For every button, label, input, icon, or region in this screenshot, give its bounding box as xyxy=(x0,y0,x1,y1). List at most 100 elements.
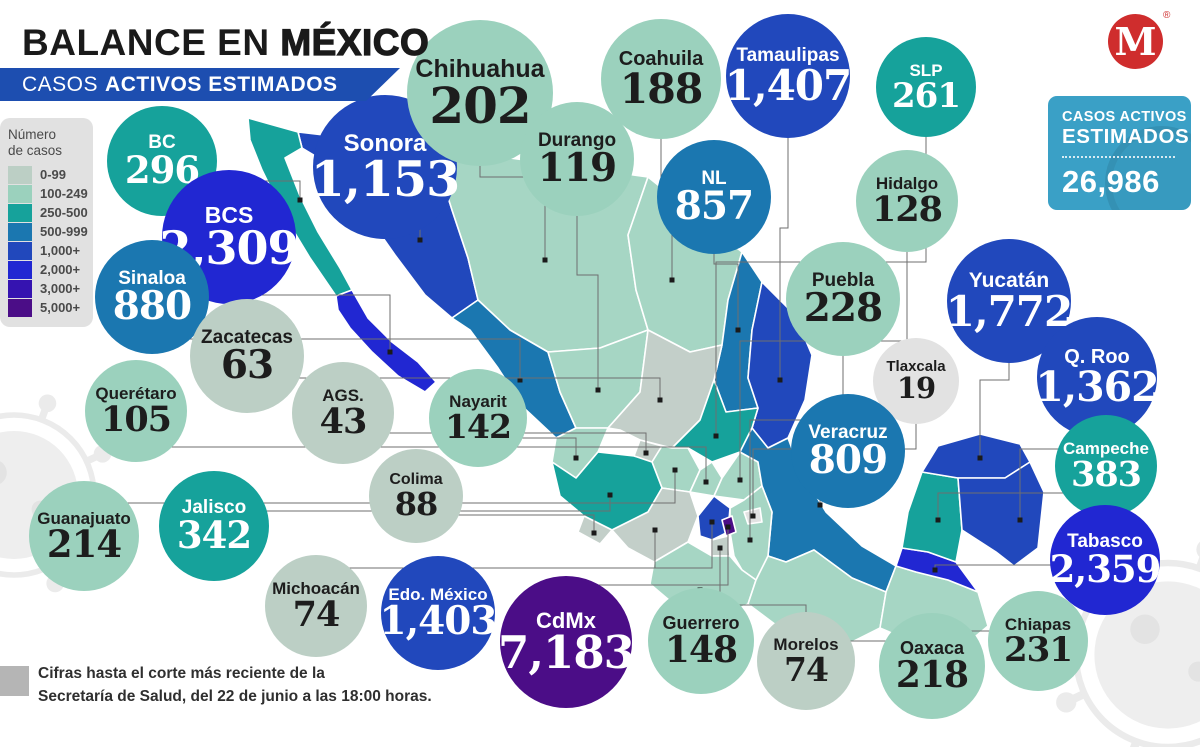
dotted-divider xyxy=(1062,156,1175,158)
bubble-circle xyxy=(95,240,209,354)
legend-label: 5,000+ xyxy=(40,300,81,315)
bubble-case-count: 202 xyxy=(429,76,531,136)
bubble-state-name: Guerrero xyxy=(662,613,740,634)
bubble-state-name: CdMx xyxy=(536,608,596,634)
state-bubble-chis: Chiapas 231 xyxy=(988,591,1088,691)
bubble-state-name: AGS. xyxy=(322,386,364,406)
bubble-state-name: Durango xyxy=(537,129,617,151)
total-box-line2: ESTIMADOS xyxy=(1062,125,1190,148)
state-bubble-oax: Oaxaca 218 xyxy=(879,613,985,719)
connector-dot-qro xyxy=(703,479,709,485)
bubble-case-count: 119 xyxy=(537,145,617,192)
bubble-state-name: NL xyxy=(701,167,727,189)
virus-watermark-icon xyxy=(1105,126,1191,210)
connector-dot-dgo xyxy=(595,387,601,393)
bubble-case-count: 1,362 xyxy=(1035,363,1159,412)
bubble-state-name: BCS xyxy=(204,202,254,229)
bubble-state-name: Q. Roo xyxy=(1064,346,1130,369)
bubble-state-name: Querétaro xyxy=(95,384,177,404)
state-bubble-col: Colima 88 xyxy=(369,449,463,543)
state-bubble-ags: AGS. 43 xyxy=(292,362,394,464)
milenio-logo-icon: M xyxy=(1108,14,1163,69)
bubble-case-count: 342 xyxy=(176,513,252,558)
connector-dot-chih xyxy=(542,257,548,263)
connector-dot-mich xyxy=(652,527,658,533)
bubble-circle xyxy=(876,37,976,137)
legend-item: 250-500 xyxy=(8,203,93,222)
legend-item: 2,000+ xyxy=(8,260,93,279)
bubble-state-name: SLP xyxy=(909,60,943,80)
map-state-qroo xyxy=(957,461,1045,567)
total-box-line1: CASOS ACTIVOS xyxy=(1062,109,1187,125)
bubble-circle xyxy=(988,591,1088,691)
state-bubble-mich: Michoacán 74 xyxy=(265,555,367,657)
connector-dot-tam xyxy=(777,377,783,383)
bubble-state-name: Campeche xyxy=(1063,439,1149,459)
milenio-logo: M ® xyxy=(1108,10,1188,72)
bubble-state-name: Puebla xyxy=(811,269,875,291)
connector-dot-son xyxy=(417,237,423,243)
connector-dot-bcs xyxy=(387,349,393,355)
legend-item: 5,000+ xyxy=(8,298,93,317)
bubble-case-count: 63 xyxy=(220,342,274,389)
bubble-case-count: 7,183 xyxy=(498,626,635,680)
bubble-state-name: Sinaloa xyxy=(118,267,186,289)
bubble-case-count: 1,772 xyxy=(945,287,1074,337)
subtitle-bold: ACTIVOS ESTIMADOS xyxy=(105,72,338,96)
bubble-state-name: Nayarit xyxy=(449,392,507,412)
connector-dot-ver xyxy=(817,502,823,508)
state-bubble-ver: Veracruz 809 xyxy=(791,394,905,508)
legend-swatch xyxy=(8,241,32,260)
legend-swatch xyxy=(8,279,32,298)
bubble-case-count: 857 xyxy=(674,183,754,230)
subtitle-regular: CASOS xyxy=(22,72,99,96)
bubble-case-count: 148 xyxy=(664,629,738,672)
connector-dot-yuc xyxy=(977,455,983,461)
bubble-circle xyxy=(381,556,495,670)
bubble-circle xyxy=(85,360,187,462)
bubble-state-name: Veracruz xyxy=(808,421,888,443)
bubble-case-count: 1,407 xyxy=(724,61,853,111)
bubble-case-count: 88 xyxy=(394,485,439,524)
bubble-circle xyxy=(1055,415,1157,517)
bubble-state-name: Yucatán xyxy=(968,269,1050,293)
legend-label: 500-999 xyxy=(40,224,88,239)
legend-swatch xyxy=(8,222,32,241)
bubble-state-name: Jalisco xyxy=(181,497,247,519)
bubble-case-count: 261 xyxy=(892,75,961,116)
map-state-bc xyxy=(247,117,353,297)
page-header: BALANCE EN MÉXICO xyxy=(22,21,430,64)
state-bubble-cdmx: CdMx 7,183 xyxy=(498,576,635,708)
bubble-circle xyxy=(1050,505,1160,615)
legend-swatch xyxy=(8,184,32,203)
title-bold: MÉXICO xyxy=(280,21,430,63)
footnote-swatch xyxy=(0,666,29,696)
legend-item: 0-99 xyxy=(8,165,93,184)
bubble-case-count: 2,359 xyxy=(1049,547,1162,592)
connector-dot-jal xyxy=(607,492,613,498)
bubble-circle xyxy=(429,369,527,467)
legend-swatch xyxy=(8,260,32,279)
bubble-case-count: 1,153 xyxy=(310,150,460,209)
bubble-case-count: 218 xyxy=(895,654,969,697)
legend-item: 1,000+ xyxy=(8,241,93,260)
connector-dot-slp xyxy=(713,433,719,439)
bubble-state-name: Tamaulipas xyxy=(736,45,840,67)
bubble-state-name: Michoacán xyxy=(272,579,360,599)
bubble-state-name: Zacatecas xyxy=(201,326,293,348)
bubble-circle xyxy=(757,612,855,710)
bubble-circle xyxy=(190,299,304,413)
connector-dot-pue xyxy=(747,537,753,543)
bubble-state-name: Colima xyxy=(389,471,443,489)
bubble-circle xyxy=(265,555,367,657)
connector-dot-zac xyxy=(657,397,663,403)
title-regular: BALANCE EN xyxy=(22,22,270,63)
map-state-bcs xyxy=(335,289,437,393)
bubble-case-count: 809 xyxy=(808,437,888,484)
bubble-state-name: Tabasco xyxy=(1067,531,1143,553)
connector-dot-mor xyxy=(717,545,723,551)
bubble-circle xyxy=(29,481,139,591)
bubble-circle xyxy=(500,576,632,708)
legend-swatch xyxy=(8,203,32,222)
legend: Número de casos 0-99 100-249 250-500 500-99… xyxy=(0,118,93,327)
